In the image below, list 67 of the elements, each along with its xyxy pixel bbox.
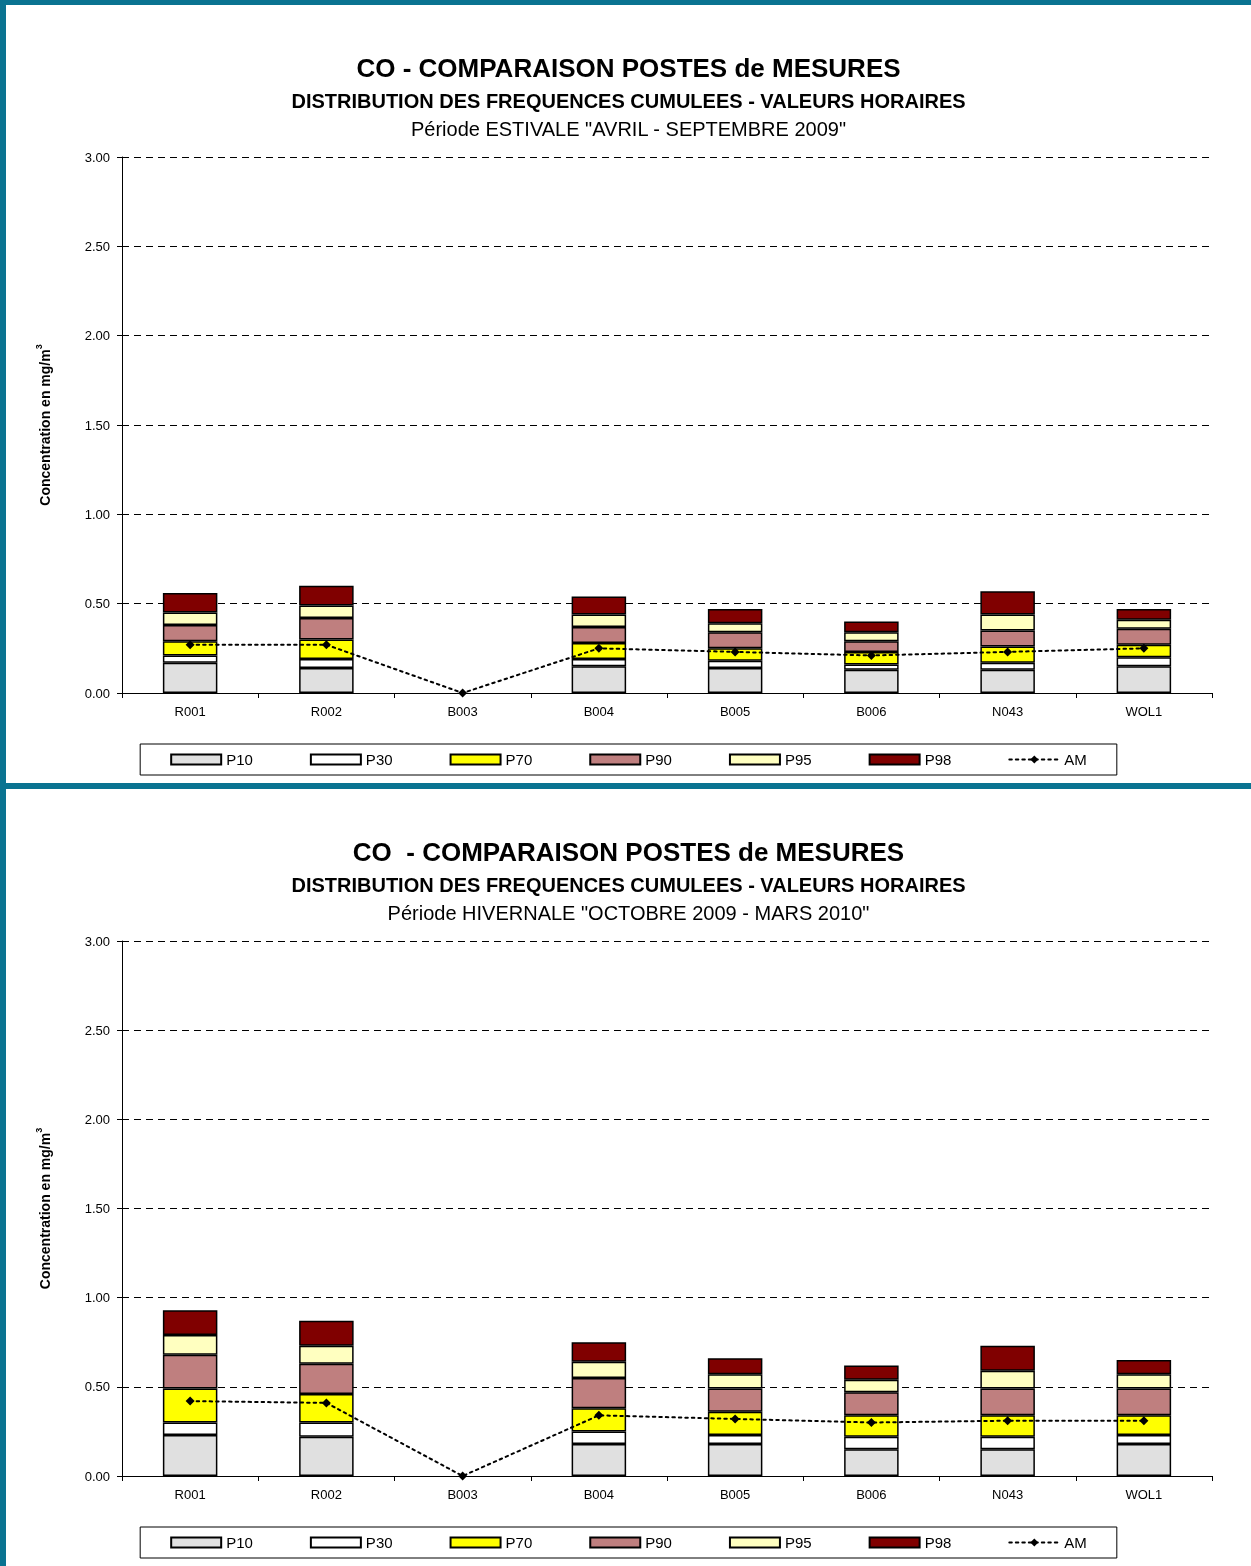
x-tick-label: N043: [992, 1487, 1024, 1502]
x-tick-label: B005: [719, 1487, 751, 1502]
y-axis-title: Concentration en mg/m3: [33, 1127, 53, 1290]
point: [1139, 1416, 1149, 1426]
y-tick-label: 1.50: [84, 417, 110, 433]
x-tick-label: R002: [310, 1487, 342, 1502]
x-tick-label: B004: [583, 704, 615, 719]
x-tick-label: B006: [856, 1487, 887, 1502]
point: [1003, 647, 1013, 657]
y-tick-label: 1.50: [84, 1201, 110, 1216]
legend-label: P95: [784, 1534, 812, 1551]
chart-subtitle: DISTRIBUTION DES FREQUENCES CUMULEES - VALEURS HORAIRES: [291, 874, 966, 896]
y-tick-label: 2.00: [84, 328, 110, 344]
y-tick-label: 0.50: [84, 596, 110, 612]
y-tick-label: 0.00: [84, 1468, 110, 1484]
legend-label: P70: [505, 751, 533, 768]
point: [185, 1396, 195, 1406]
legend-label: P90: [645, 1534, 672, 1551]
point: [185, 640, 195, 650]
legend-label: P30: [365, 1534, 393, 1551]
chart-subtitle: DISTRIBUTION DES FREQUENCES CUMULEES - VALEURS HORAIRES: [291, 90, 966, 112]
point: [321, 640, 331, 650]
y-tick-label: 3.00: [84, 933, 110, 949]
y-tick-label: 0.00: [84, 685, 110, 701]
x-tick-label: N043: [992, 704, 1024, 719]
point: [1003, 1416, 1013, 1426]
x-tick-label: B003: [447, 704, 478, 719]
legend-label: AM: [1064, 751, 1087, 768]
x-tick-label: B006: [856, 704, 887, 719]
text: Période ESTIVALE "AVRIL - SEPTEMBRE 2009": [410, 118, 847, 140]
legend-label: P95: [784, 751, 812, 768]
chart-title: CO - COMPARAISON POSTES de MESURES: [356, 53, 901, 83]
legend-label: P90: [645, 751, 672, 768]
y-axis-title: Concentration en mg/m3: [33, 344, 53, 506]
point: [1139, 643, 1149, 653]
y-tick-label: 1.00: [84, 1290, 110, 1306]
point: [458, 688, 468, 698]
legend-label: P10: [226, 1534, 253, 1551]
legend-label: AM: [1064, 1534, 1087, 1551]
y-tick-label: 2.50: [84, 1022, 110, 1038]
legend-label: P98: [924, 1534, 952, 1551]
x-tick-label: B005: [719, 704, 751, 719]
x-tick-label: WOL1: [1125, 704, 1163, 719]
legend-label: P10: [226, 751, 253, 768]
legend-label: P70: [505, 1534, 533, 1551]
x-tick-label: R002: [310, 704, 342, 719]
x-tick-label: R001: [174, 704, 206, 719]
x-tick-label: B004: [583, 1487, 615, 1502]
point: [594, 643, 604, 653]
point: [321, 1398, 331, 1408]
text: Période HIVERNALE "OCTOBRE 2009 - MARS 2010": [387, 902, 870, 924]
legend-label: P98: [924, 751, 952, 768]
point: [594, 1410, 604, 1420]
y-tick-label: 2.00: [84, 1111, 110, 1127]
x-tick-label: B003: [447, 1487, 478, 1502]
y-tick-label: 3.00: [84, 149, 110, 165]
chart-title: CO - COMPARAISON POSTES de MESURES: [352, 837, 905, 867]
point: [458, 1471, 468, 1481]
point: [730, 1414, 740, 1424]
x-tick-label: R001: [174, 1487, 206, 1502]
point: [866, 1418, 876, 1427]
legend-label: P30: [365, 751, 393, 768]
x-tick-label: WOL1: [1125, 1487, 1163, 1502]
y-tick-label: 1.00: [84, 506, 110, 522]
y-tick-label: 0.50: [84, 1379, 110, 1395]
y-tick-label: 2.50: [84, 238, 110, 254]
point: [730, 647, 740, 657]
